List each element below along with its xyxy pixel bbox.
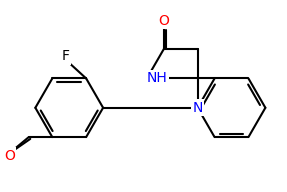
Text: F: F	[62, 49, 70, 63]
Text: NH: NH	[147, 71, 168, 85]
Text: N: N	[193, 101, 203, 115]
Text: O: O	[158, 14, 169, 28]
Text: O: O	[4, 149, 15, 163]
